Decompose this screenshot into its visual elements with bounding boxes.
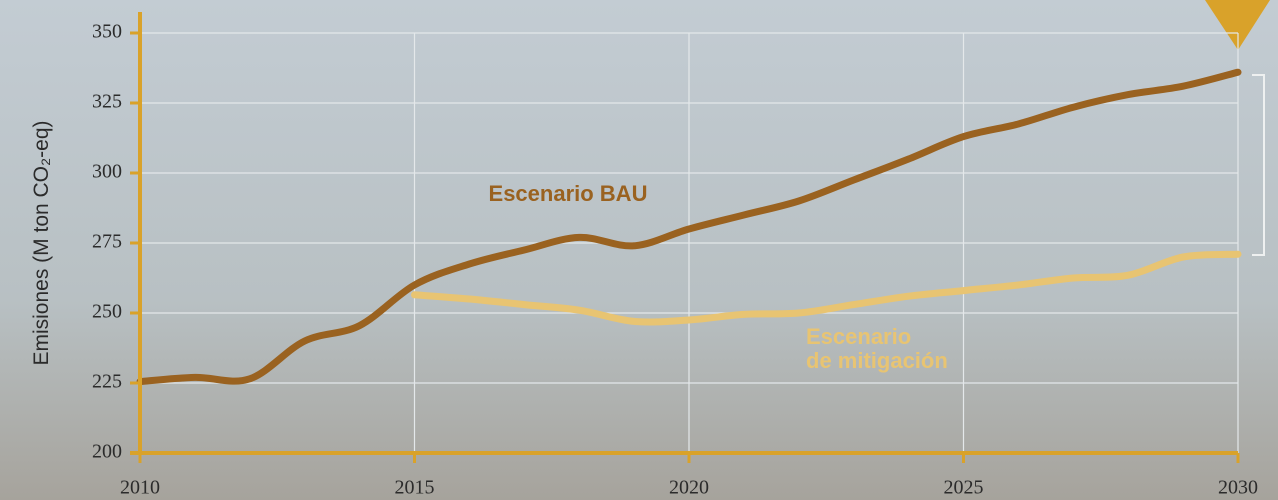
chart: 200 225 250 275 300 325 350 2010 2015 2020 2025 203…: [0, 0, 1278, 500]
background: [0, 0, 1278, 500]
y-tick-label: 350: [92, 21, 122, 43]
y-tick-label: 300: [92, 161, 122, 183]
y-axis-label: Emisiones (M ton CO₂-eq): [30, 120, 53, 365]
y-tick-label: 275: [92, 231, 122, 253]
series-label: Escenario BAU: [489, 181, 648, 206]
x-tick-label: 2025: [944, 477, 984, 499]
x-tick-label: 2010: [120, 477, 160, 499]
x-tick-label: 2015: [395, 477, 435, 499]
y-tick-label: 325: [92, 91, 122, 113]
y-tick-label: 200: [92, 441, 122, 463]
page: {"chart_data": { "type": "line", "ylabel…: [0, 0, 1278, 500]
y-tick-label: 250: [92, 301, 122, 323]
x-tick-label: 2030: [1218, 477, 1258, 499]
y-tick-label: 225: [92, 371, 122, 393]
x-tick-label: 2020: [669, 477, 709, 499]
